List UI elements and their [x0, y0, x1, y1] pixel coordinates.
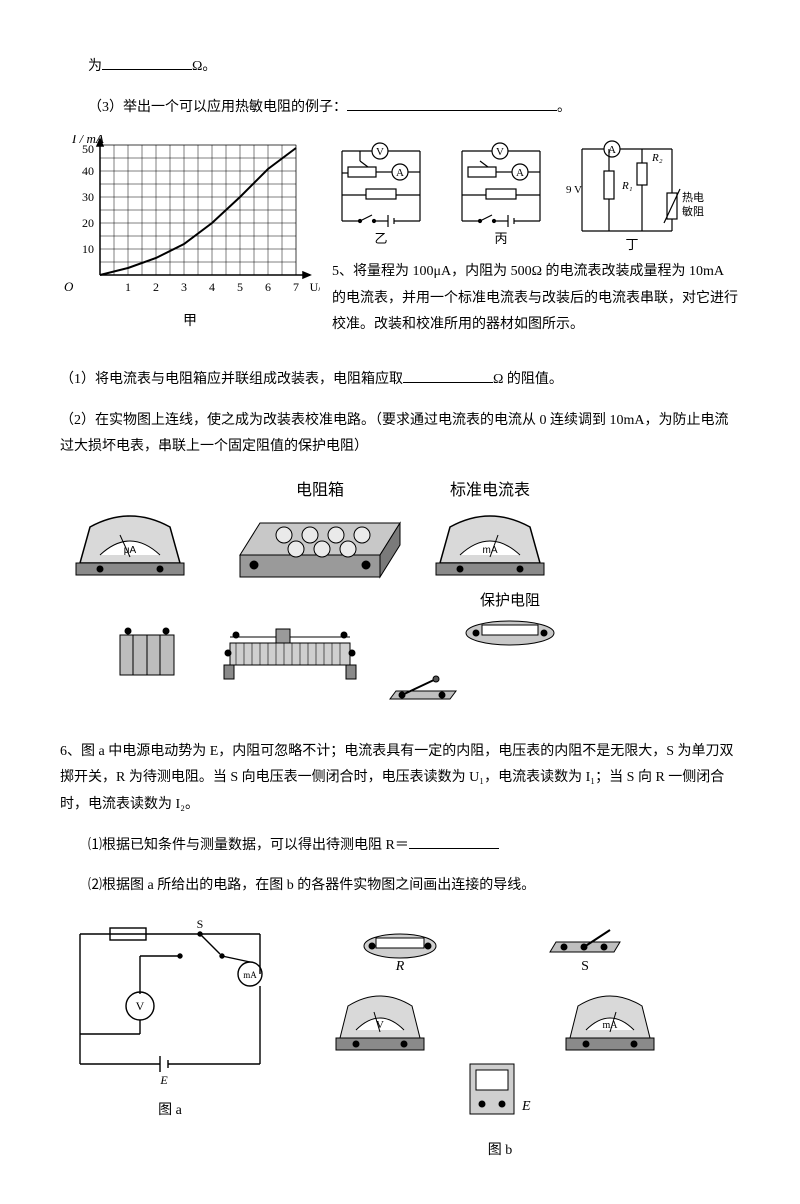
svg-text:30: 30 [82, 190, 94, 204]
svg-text:mA: mA [483, 545, 498, 556]
svg-text:敏阻: 敏阻 [682, 204, 704, 218]
figures-row-1: 1234567 U/V 1020304050 I / mA O 甲 V [60, 135, 740, 353]
iu-graph-svg: 1234567 U/V 1020304050 I / mA O [60, 135, 320, 305]
svg-text:40: 40 [82, 164, 94, 178]
svg-text:1: 1 [125, 280, 131, 294]
svg-text:R₂: R₂ [651, 152, 663, 164]
label-box: 电阻箱 [296, 481, 344, 499]
svg-text:A: A [516, 167, 524, 179]
svg-text:5: 5 [237, 280, 243, 294]
q2-prefix: 为 [88, 59, 102, 74]
figA-caption: 图 a [60, 1098, 280, 1125]
q5-p1-blank[interactable] [403, 368, 493, 383]
svg-text:mA: mA [243, 970, 257, 980]
q5-p2: （2）在实物图上连线，使之成为改装表校准电路。（要求通过电流表的电流从 0 连续… [60, 408, 740, 461]
q2-unit: Ω。 [192, 59, 216, 74]
svg-text:乙: 乙 [374, 231, 387, 246]
q5-apparatus: μA 电阻箱 标准电流表 mA [60, 475, 740, 725]
svg-text:6: 6 [265, 280, 271, 294]
q3-line: （3）举出一个可以应用热敏电阻的例子： 。 [60, 95, 740, 122]
ylabel: I / mA [71, 135, 104, 146]
q3-text: （3）举出一个可以应用热敏电阻的例子： [88, 100, 347, 115]
right-col: V A 乙 V [332, 135, 740, 353]
svg-text:20: 20 [82, 216, 94, 230]
q6-p1: ⑴根据已知条件与测量数据，可以得出待测电阻 R＝ [60, 833, 740, 860]
svg-text:V: V [376, 1019, 384, 1031]
fig-b: R S V [310, 914, 690, 1165]
q5-intro: 5、将量程为 100μA，内阻为 500Ω 的电流表改装成量程为 10mA 的电… [332, 259, 740, 339]
q3-suffix: 。 [557, 100, 571, 115]
svg-text:E: E [159, 1073, 168, 1087]
svg-text:E: E [521, 1099, 531, 1114]
svg-text:4: 4 [209, 280, 215, 294]
svg-text:μA: μA [124, 545, 137, 556]
svg-text:V: V [376, 146, 384, 158]
svg-text:9 V: 9 V [566, 184, 582, 196]
graph-caption: 甲 [60, 309, 320, 336]
q6-p1a: ⑴根据已知条件与测量数据，可以得出待测电阻 R＝ [88, 838, 409, 853]
svg-text:S: S [581, 959, 589, 974]
q6-p2: ⑵根据图 a 所给出的电路，在图 b 的各器件实物图之间画出连接的导线。 [60, 873, 740, 900]
fig-a-svg: S mA V E [60, 914, 280, 1094]
q6-p1-blank[interactable] [409, 834, 499, 849]
svg-text:10: 10 [82, 242, 94, 256]
circuits-ybd: V A 乙 V [332, 135, 712, 255]
figB-caption: 图 b [310, 1138, 690, 1165]
svg-text:热电: 热电 [682, 191, 704, 204]
xlabel: U/V [310, 280, 320, 294]
svg-text:7: 7 [293, 280, 299, 294]
fig-a: S mA V E 图 a [60, 914, 280, 1125]
label-std: 标准电流表 [450, 481, 530, 499]
q3-blank[interactable] [347, 96, 557, 111]
q6-figs: S mA V E 图 a [60, 914, 740, 1165]
q5-p1a: （1）将电流表与电阻箱应并联组成改装表，电阻箱应取 [60, 372, 403, 387]
svg-text:R₁: R₁ [621, 180, 633, 192]
svg-text:O: O [64, 279, 74, 294]
fig-b-svg: R S V [310, 914, 690, 1134]
svg-text:A: A [396, 167, 404, 179]
svg-text:V: V [136, 999, 145, 1013]
svg-text:mA: mA [603, 1020, 619, 1031]
q2-tail: 为 Ω。 [60, 54, 740, 81]
label-protect: 保护电阻 [480, 592, 540, 609]
svg-text:S: S [197, 917, 204, 931]
q5-apparatus-svg: μA 电阻箱 标准电流表 mA [60, 475, 580, 725]
q5-p1b: Ω 的阻值。 [493, 372, 563, 387]
q2-blank[interactable] [102, 55, 192, 70]
graph-jia: 1234567 U/V 1020304050 I / mA O 甲 [60, 135, 320, 336]
svg-text:3: 3 [181, 280, 187, 294]
q5-p1: （1）将电流表与电阻箱应并联组成改装表，电阻箱应取 Ω 的阻值。 [60, 367, 740, 394]
svg-text:丙: 丙 [494, 231, 507, 246]
svg-text:2: 2 [153, 280, 159, 294]
svg-text:丁: 丁 [625, 237, 638, 252]
svg-text:R: R [395, 959, 405, 974]
q6-intro: 6、图 a 中电源电动势为 E，内阻可忽略不计；电流表具有一定的内阻，电压表的内… [60, 739, 740, 819]
svg-text:V: V [496, 146, 504, 158]
